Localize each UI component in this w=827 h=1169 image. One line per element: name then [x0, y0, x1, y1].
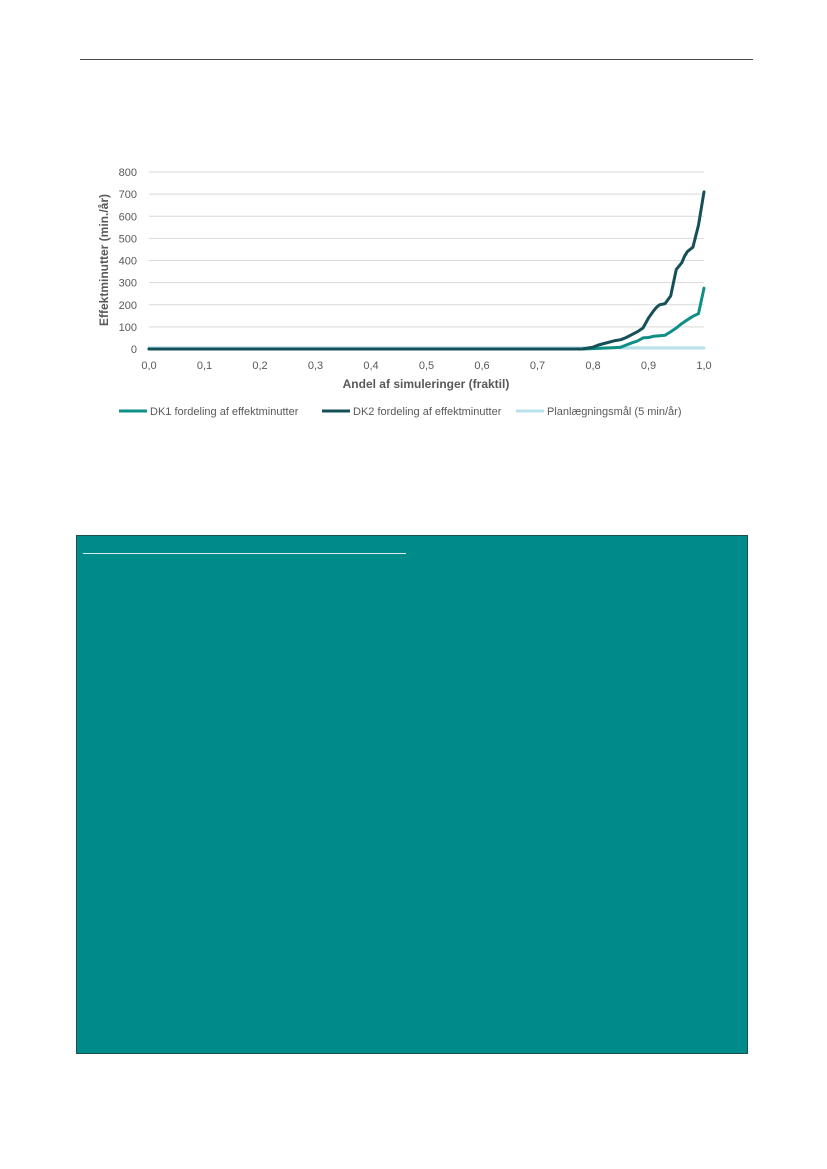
effect-minutes-chart: 0,0 0,1 0,2 0,3 0,4 0,5 0,6 0,7 0,8 0,9 1,0 0 100 20… — [97, 167, 712, 418]
x-tick-labels: 0,0 0,1 0,2 0,3 0,4 0,5 0,6 0,7 0,8 0,9 1,0 — [141, 360, 711, 372]
y-tick-labels: 0 100 200 300 400 500 600 700 800 — [119, 167, 137, 356]
y-tick-label: 300 — [119, 278, 137, 290]
x-tick-label: 0,5 — [419, 360, 434, 372]
legend: DK1 fordeling af effektminutter DK2 forde… — [119, 406, 682, 418]
legend-label: Planlægningsmål (5 min/år) — [547, 406, 682, 418]
legend-label: DK1 fordeling af effektminutter — [150, 406, 299, 418]
y-tick-label: 800 — [119, 167, 137, 179]
series-line-dk2 — [147, 190, 706, 351]
y-tick-label: 500 — [119, 233, 137, 245]
x-tick-label: 0,1 — [197, 360, 212, 372]
y-tick-label: 100 — [119, 322, 137, 334]
series-line-dk1 — [147, 286, 706, 351]
y-axis-title: Effektminutter (min./år) — [97, 194, 111, 326]
y-tick-label: 400 — [119, 256, 137, 268]
x-tick-label: 0,0 — [141, 360, 156, 372]
x-tick-label: 1,0 — [696, 360, 711, 372]
legend-label: DK2 fordeling af effektminutter — [353, 406, 502, 418]
y-tick-label: 600 — [119, 211, 137, 223]
teal-box-rule — [83, 553, 406, 554]
y-tick-label: 200 — [119, 300, 137, 312]
series-lines — [147, 190, 706, 351]
header-rule — [80, 59, 753, 60]
x-tick-label: 0,4 — [363, 360, 378, 372]
x-tick-label: 0,8 — [585, 360, 600, 372]
y-tick-label: 0 — [131, 344, 137, 356]
x-axis-title: Andel af simuleringer (fraktil) — [343, 377, 510, 391]
x-tick-label: 0,9 — [641, 360, 656, 372]
x-tick-label: 0,3 — [308, 360, 323, 372]
x-tick-label: 0,7 — [530, 360, 545, 372]
x-tick-label: 0,2 — [252, 360, 267, 372]
x-tick-label: 0,6 — [474, 360, 489, 372]
teal-info-box — [76, 535, 748, 1054]
gridlines — [149, 171, 704, 350]
y-tick-label: 700 — [119, 189, 137, 201]
